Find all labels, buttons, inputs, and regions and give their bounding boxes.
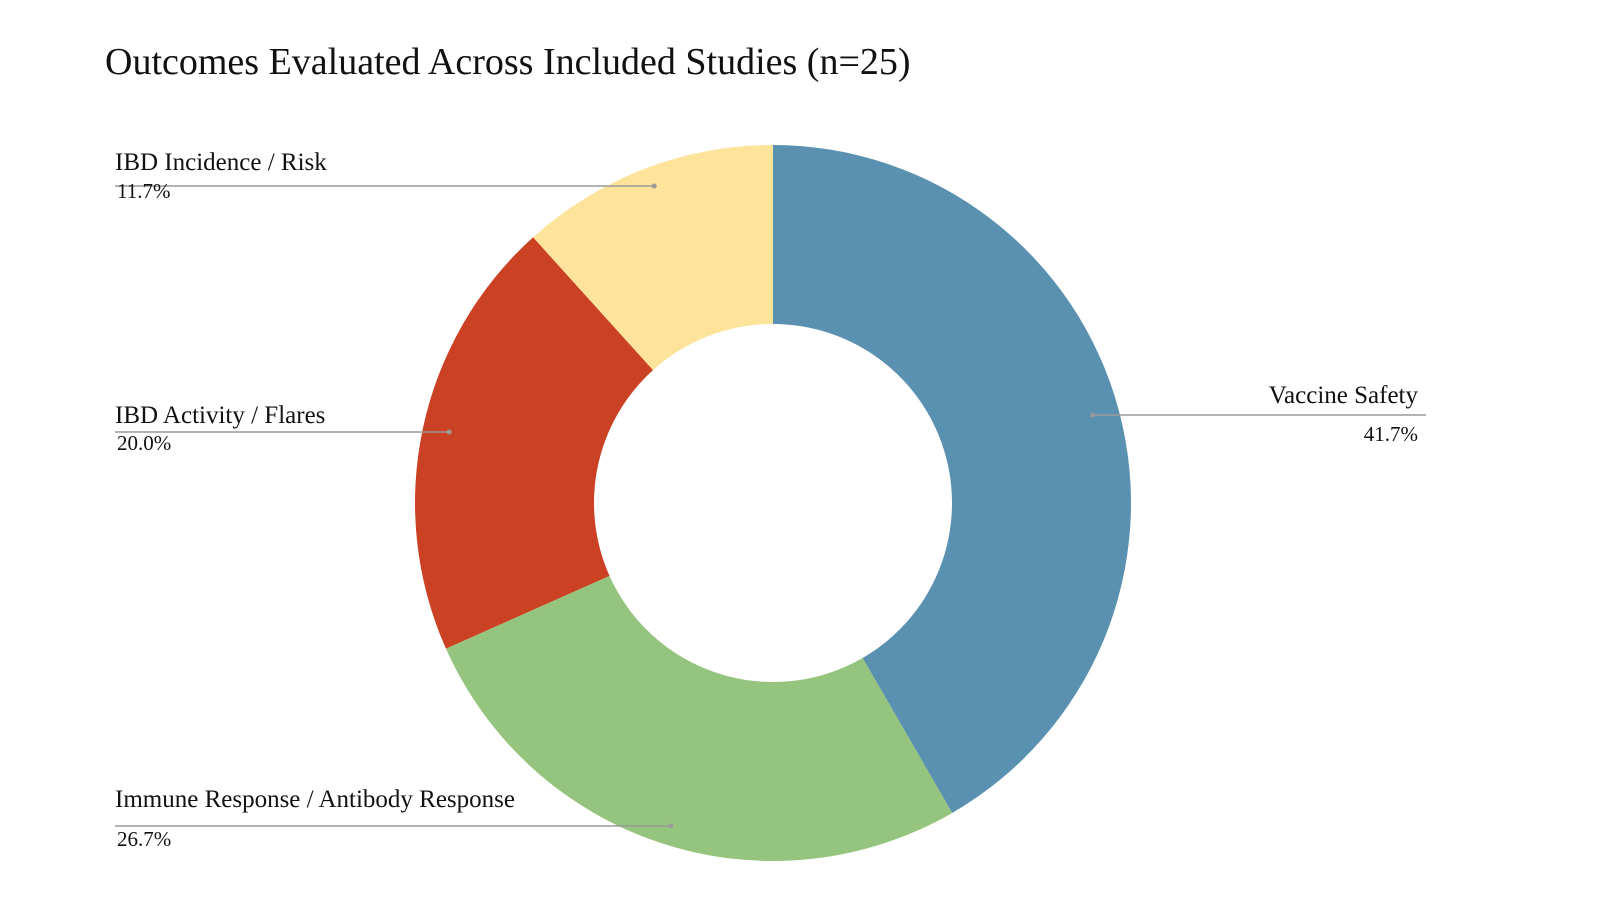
slice-percent-vaccine-safety: 41.7% bbox=[1364, 422, 1418, 446]
slice-percent-ibd-activity-flares: 20.0% bbox=[117, 431, 171, 455]
slice-label-ibd-activity-flares: IBD Activity / Flares bbox=[115, 402, 325, 429]
leader-dot-vaccine-safety bbox=[1090, 412, 1096, 418]
labels-layer: Vaccine Safety 41.7% Immune Response / Ant… bbox=[115, 149, 1426, 851]
chart-title: Outcomes Evaluated Across Included Studi… bbox=[105, 41, 911, 83]
leader-dot-ibd-activity-flares bbox=[446, 429, 452, 435]
slice-vaccine-safety bbox=[773, 145, 1131, 813]
slice-label-ibd-incidence-risk: IBD Incidence / Risk bbox=[115, 149, 327, 176]
slice-ibd-incidence-risk bbox=[533, 145, 773, 371]
leader-dot-ibd-incidence-risk bbox=[651, 183, 657, 189]
slice-immune-response-antibody-response bbox=[445, 575, 953, 862]
slice-percent-immune-response-antibody-response: 26.7% bbox=[117, 827, 171, 851]
slice-ibd-activity-flares bbox=[415, 237, 654, 649]
slices-layer bbox=[415, 145, 1131, 862]
leader-dot-immune-response-antibody-response bbox=[668, 823, 674, 829]
slice-label-vaccine-safety: Vaccine Safety bbox=[1269, 382, 1419, 409]
slice-percent-ibd-incidence-risk: 11.7% bbox=[117, 179, 170, 203]
slice-label-immune-response-antibody-response: Immune Response / Antibody Response bbox=[115, 786, 515, 813]
